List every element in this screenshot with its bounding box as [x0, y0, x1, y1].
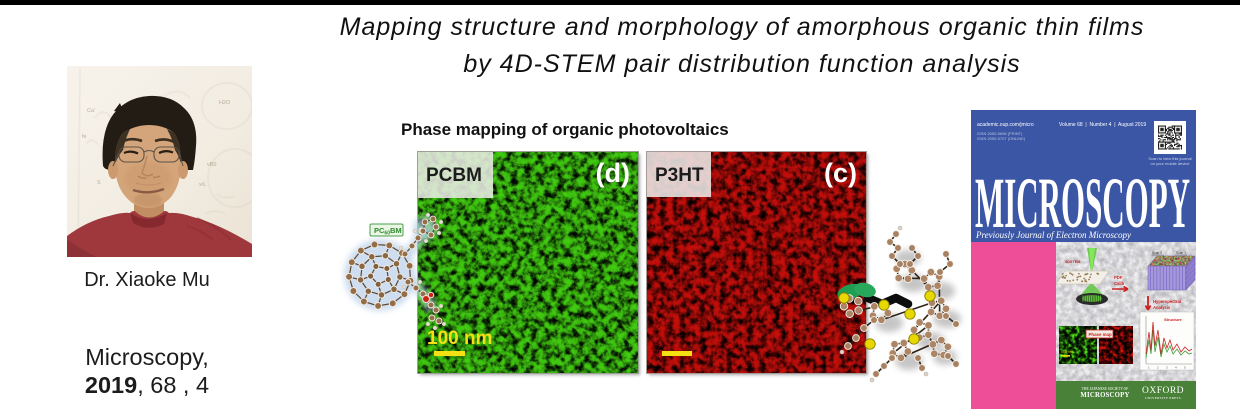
svg-text:2: 2 — [1157, 366, 1159, 370]
svg-text:Calib: Calib — [1114, 281, 1125, 286]
svg-text:fe: fe — [82, 134, 87, 140]
svg-text:Structure: Structure — [1164, 317, 1183, 322]
svg-text:3: 3 — [1166, 366, 1168, 370]
svg-text:PC60BM: PC60BM — [374, 226, 402, 237]
svg-text:Scan Y: Scan Y — [1176, 251, 1187, 255]
svg-text:Analysis: Analysis — [1153, 305, 1171, 310]
svg-text:4: 4 — [1175, 366, 1177, 370]
svg-text:H2O: H2O — [219, 100, 231, 106]
svg-text:5: 5 — [1184, 366, 1186, 370]
svg-text:4DSTEM: 4DSTEM — [1065, 260, 1080, 264]
svg-text:S: S — [97, 180, 101, 186]
svg-text:vB0: vB0 — [207, 162, 216, 168]
svg-text:Hyperspectral: Hyperspectral — [1153, 299, 1181, 304]
svg-text:Scan X: Scan X — [1152, 251, 1163, 255]
svg-text:100 nm: 100 nm — [1061, 350, 1073, 354]
svg-text:Ca': Ca' — [87, 108, 95, 114]
svg-text:x/L: x/L — [199, 182, 206, 188]
svg-text:1: 1 — [1148, 366, 1150, 370]
svg-text:PDF: PDF — [1114, 275, 1123, 280]
svg-text:Phase map: Phase map — [1089, 332, 1113, 337]
